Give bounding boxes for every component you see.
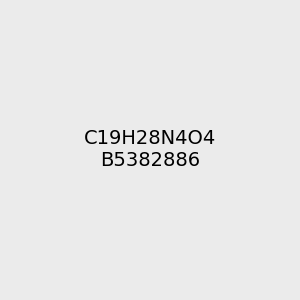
Text: C19H28N4O4
B5382886: C19H28N4O4 B5382886: [84, 130, 216, 170]
